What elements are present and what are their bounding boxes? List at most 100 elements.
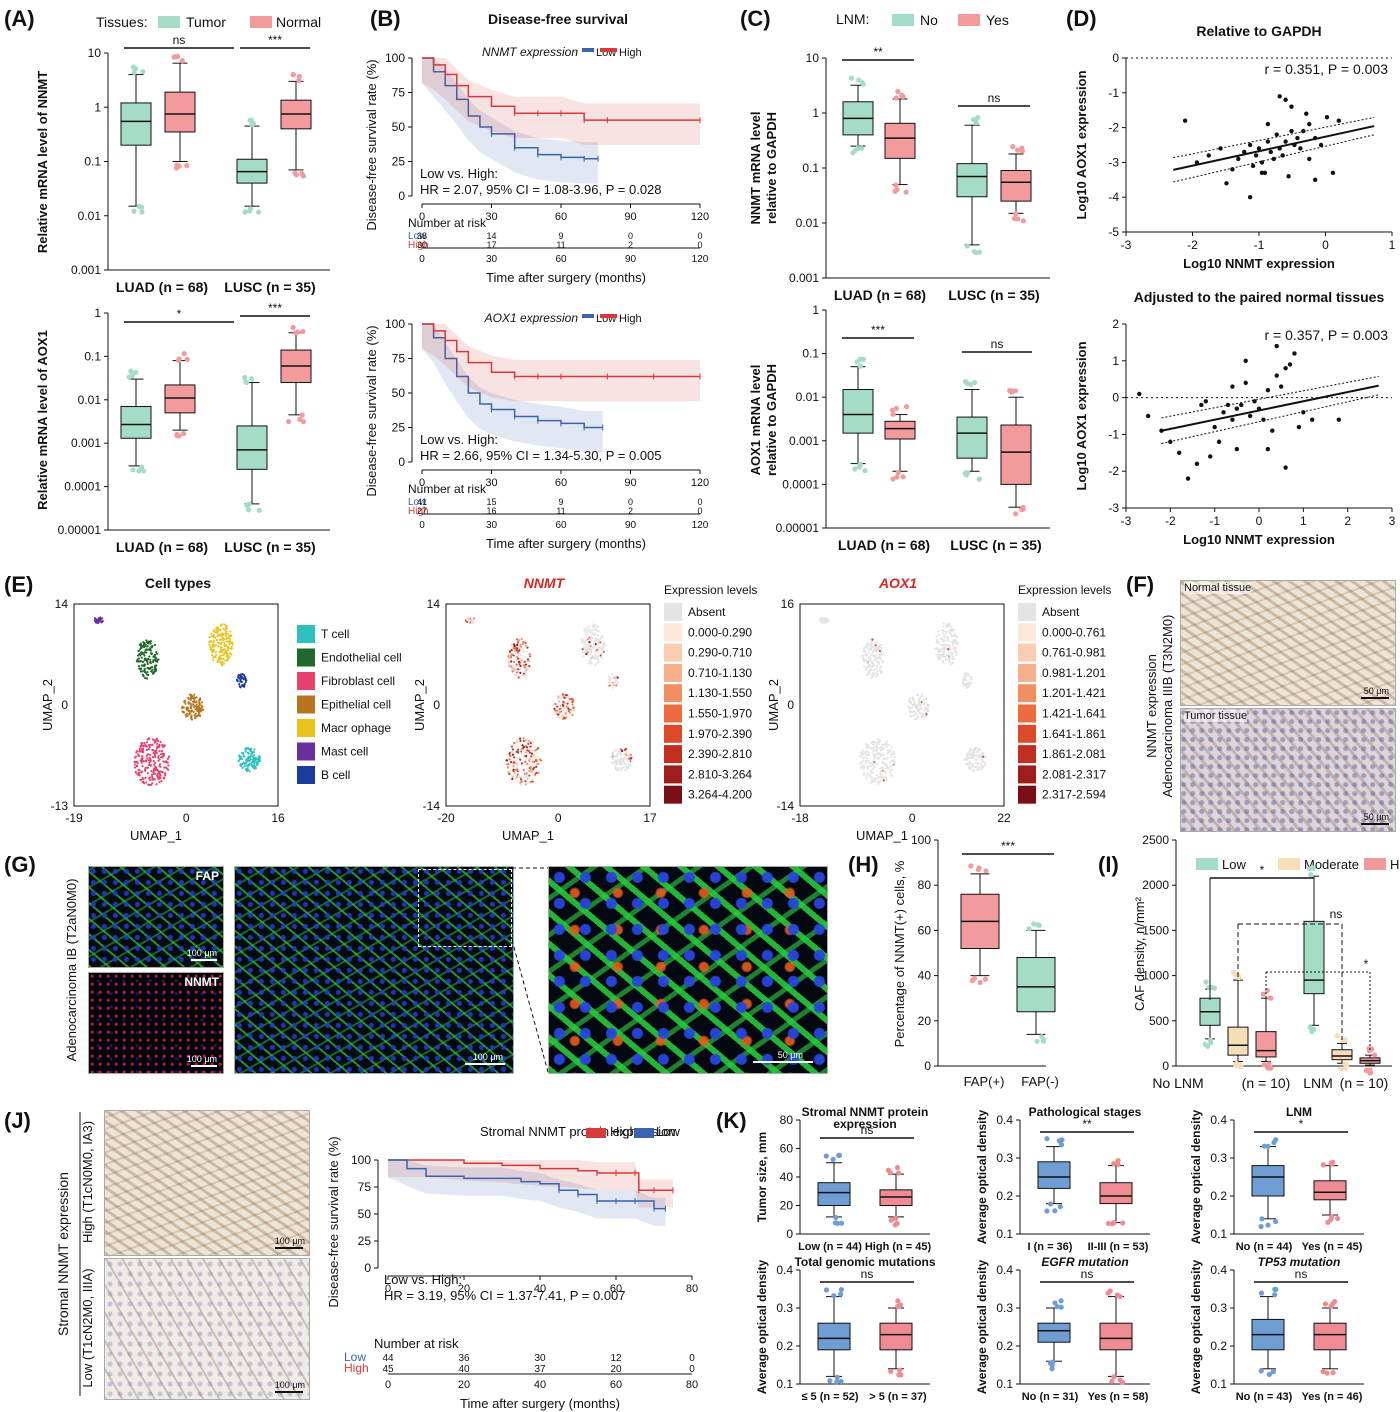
- risk-count: 14: [486, 231, 496, 241]
- aox1-point: [862, 650, 865, 653]
- nnmt-point: [524, 663, 528, 666]
- cell-point: [145, 748, 148, 752]
- k-group2-box-outlier: [1330, 1370, 1336, 1376]
- nnmt-point: [510, 755, 513, 758]
- aox1-point: [879, 748, 882, 752]
- nnmt-point: [532, 754, 535, 757]
- scatter-point: [1301, 410, 1306, 415]
- nnmt-point: [512, 759, 515, 762]
- cell-point: [213, 655, 216, 658]
- k-group2-box-outlier: [1320, 1368, 1326, 1375]
- sig-k-label: ns: [861, 1267, 874, 1281]
- aox1-point: [866, 666, 869, 669]
- aox1-point: [978, 768, 981, 771]
- caf-high-box-outlier: [1261, 1062, 1267, 1068]
- cell-point: [152, 759, 155, 763]
- nnmt-point: [509, 743, 512, 746]
- cell-point: [141, 660, 144, 664]
- cell-point: [147, 743, 151, 747]
- nnmt-point: [530, 752, 534, 755]
- km-x-tick-label: 90: [624, 477, 636, 489]
- panel-letter: (I): [1098, 852, 1119, 877]
- d-x-tick-label: -3: [1121, 514, 1132, 528]
- nnmt-point: [614, 679, 618, 682]
- yes-lnm-box-outlier: [893, 95, 899, 101]
- caf-low-box-outlier: [1203, 979, 1209, 985]
- nnmt-point: [520, 637, 523, 641]
- nnmt-point: [519, 664, 522, 667]
- risk-x-tick-label: 30: [486, 520, 498, 531]
- nnmt-point: [585, 652, 588, 656]
- cell-point: [146, 772, 149, 775]
- aox1-point: [923, 703, 926, 706]
- nnmt-point: [535, 765, 538, 768]
- nnmt-umap-y-tick-label: 14: [427, 597, 441, 611]
- nnmt-point: [529, 745, 532, 748]
- km-y-tick-label: 100: [385, 317, 405, 331]
- aox1-point: [943, 634, 946, 637]
- nnmt-point: [559, 709, 562, 712]
- cell-point: [215, 626, 218, 629]
- nnmt-point: [614, 749, 618, 752]
- nnmt-point: [588, 659, 591, 662]
- aox1-point: [874, 658, 877, 662]
- x-category-label: Yes (n = 45): [1302, 1241, 1363, 1253]
- nnmt-point: [559, 715, 563, 718]
- k-group1-box-outlier: [838, 1291, 844, 1297]
- d-y-tick-label: -2: [1108, 464, 1119, 478]
- cell-point: [152, 660, 155, 664]
- aox1-point: [875, 744, 878, 747]
- k-group2-box-outlier: [896, 1367, 903, 1373]
- cell-point: [158, 781, 161, 784]
- risk-count: 9: [558, 231, 563, 241]
- cell-point: [190, 714, 193, 717]
- nnmt-point: [518, 649, 521, 652]
- nnmt-point: [515, 756, 519, 759]
- aox1-point: [916, 705, 919, 708]
- cell-point: [214, 644, 218, 647]
- legend-swatch: [582, 48, 594, 52]
- nnmt-expression-legend-label: 2.810-3.264: [688, 767, 752, 781]
- nnmt-umap-y-tick-label: -14: [423, 799, 441, 813]
- aox1-point: [944, 632, 947, 636]
- risk-x-tick-label: 90: [625, 520, 637, 531]
- k-group1-box-box: [1251, 1165, 1285, 1197]
- scatter-point: [1278, 384, 1284, 389]
- k-group1-box-outlier: [1059, 1137, 1065, 1143]
- cell-point: [149, 642, 152, 645]
- km-x-tick-label: 90: [624, 211, 636, 223]
- nnmt-point: [599, 646, 602, 649]
- cell-point: [248, 757, 251, 760]
- nnmt-point: [612, 682, 615, 685]
- x-category-label: II-III (n = 53): [1088, 1241, 1149, 1253]
- cell-point: [141, 776, 144, 780]
- a-bot-y-tick-label: 0.0001: [64, 480, 101, 494]
- nnmt-point: [556, 709, 559, 712]
- aox1-expression-legend-swatch: [1018, 765, 1036, 784]
- cell-point: [226, 645, 230, 648]
- cell-point: [244, 747, 247, 751]
- celltype-umap-y-axis-label: UMAP_2: [40, 679, 55, 731]
- no-lnm-box-outlier: [971, 248, 977, 255]
- aox1-point: [887, 748, 890, 751]
- celltype-umap-x-axis-label: UMAP_1: [130, 828, 182, 843]
- cell-point: [135, 751, 138, 754]
- aox1-point: [971, 769, 974, 773]
- k-group1-box-box: [1037, 1322, 1071, 1343]
- aox1-point: [920, 715, 924, 719]
- aox1-point: [882, 779, 885, 782]
- cell-point: [149, 779, 152, 782]
- aox1-point: [869, 654, 872, 658]
- k-group2-box-outlier: [1329, 1161, 1335, 1167]
- nnmt-point: [520, 778, 523, 781]
- nnmt-point: [569, 709, 572, 713]
- caf-high-box-outlier: [1266, 1061, 1272, 1067]
- risk-count: 0: [697, 240, 702, 250]
- nnmt-point: [597, 648, 600, 652]
- aox1-point: [968, 760, 971, 763]
- k-y-tick-label: 0.4: [996, 1263, 1013, 1277]
- scatter-point: [1234, 446, 1240, 452]
- k-group2-box-outlier: [893, 1215, 899, 1222]
- scale-label: 50 μm: [777, 1050, 803, 1060]
- aox1-point: [910, 707, 913, 710]
